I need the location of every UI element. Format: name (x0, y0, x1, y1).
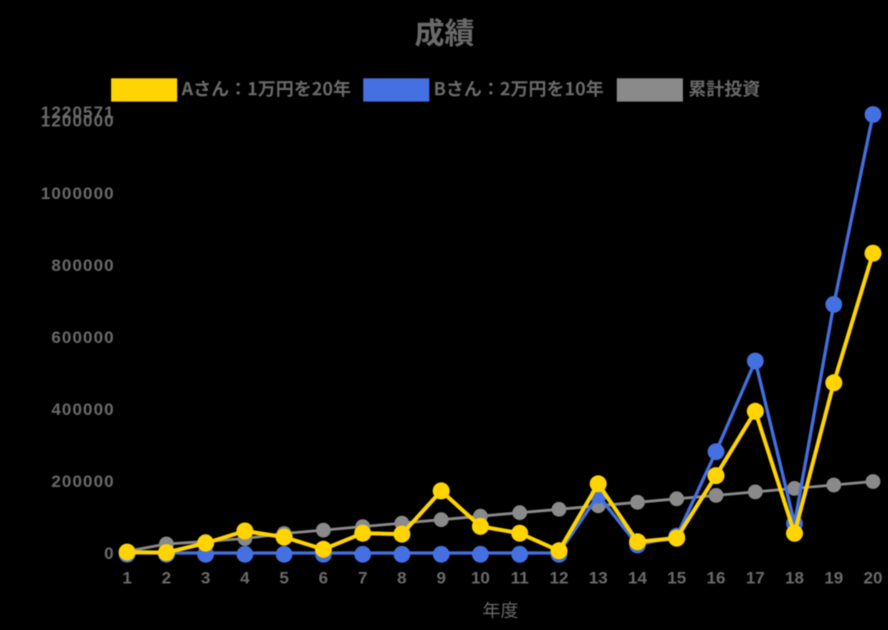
svg-text:1000000: 1000000 (41, 184, 115, 203)
svg-text:200000: 200000 (51, 472, 114, 491)
svg-text:1200000: 1200000 (41, 112, 115, 131)
svg-text:17: 17 (746, 569, 765, 588)
svg-text:600000: 600000 (51, 328, 114, 347)
svg-text:15: 15 (667, 569, 686, 588)
svg-text:2: 2 (162, 569, 171, 588)
svg-text:4: 4 (240, 569, 250, 588)
svg-text:12: 12 (550, 569, 569, 588)
svg-text:16: 16 (707, 569, 726, 588)
svg-text:18: 18 (785, 569, 804, 588)
svg-text:8: 8 (397, 569, 406, 588)
svg-text:400000: 400000 (51, 400, 114, 419)
svg-text:10: 10 (471, 569, 490, 588)
svg-text:1220571: 1220571 (41, 103, 115, 122)
svg-text:0: 0 (104, 544, 115, 563)
svg-text:20: 20 (864, 569, 883, 588)
svg-text:11: 11 (511, 569, 529, 588)
svg-text:13: 13 (589, 569, 608, 588)
svg-text:14: 14 (628, 569, 647, 588)
svg-text:7: 7 (358, 569, 367, 588)
svg-text:9: 9 (436, 569, 445, 588)
svg-text:5: 5 (279, 569, 288, 588)
svg-text:6: 6 (319, 569, 328, 588)
svg-text:3: 3 (201, 569, 210, 588)
svg-text:1: 1 (122, 569, 131, 588)
svg-text:800000: 800000 (51, 256, 114, 275)
svg-text:19: 19 (824, 569, 843, 588)
